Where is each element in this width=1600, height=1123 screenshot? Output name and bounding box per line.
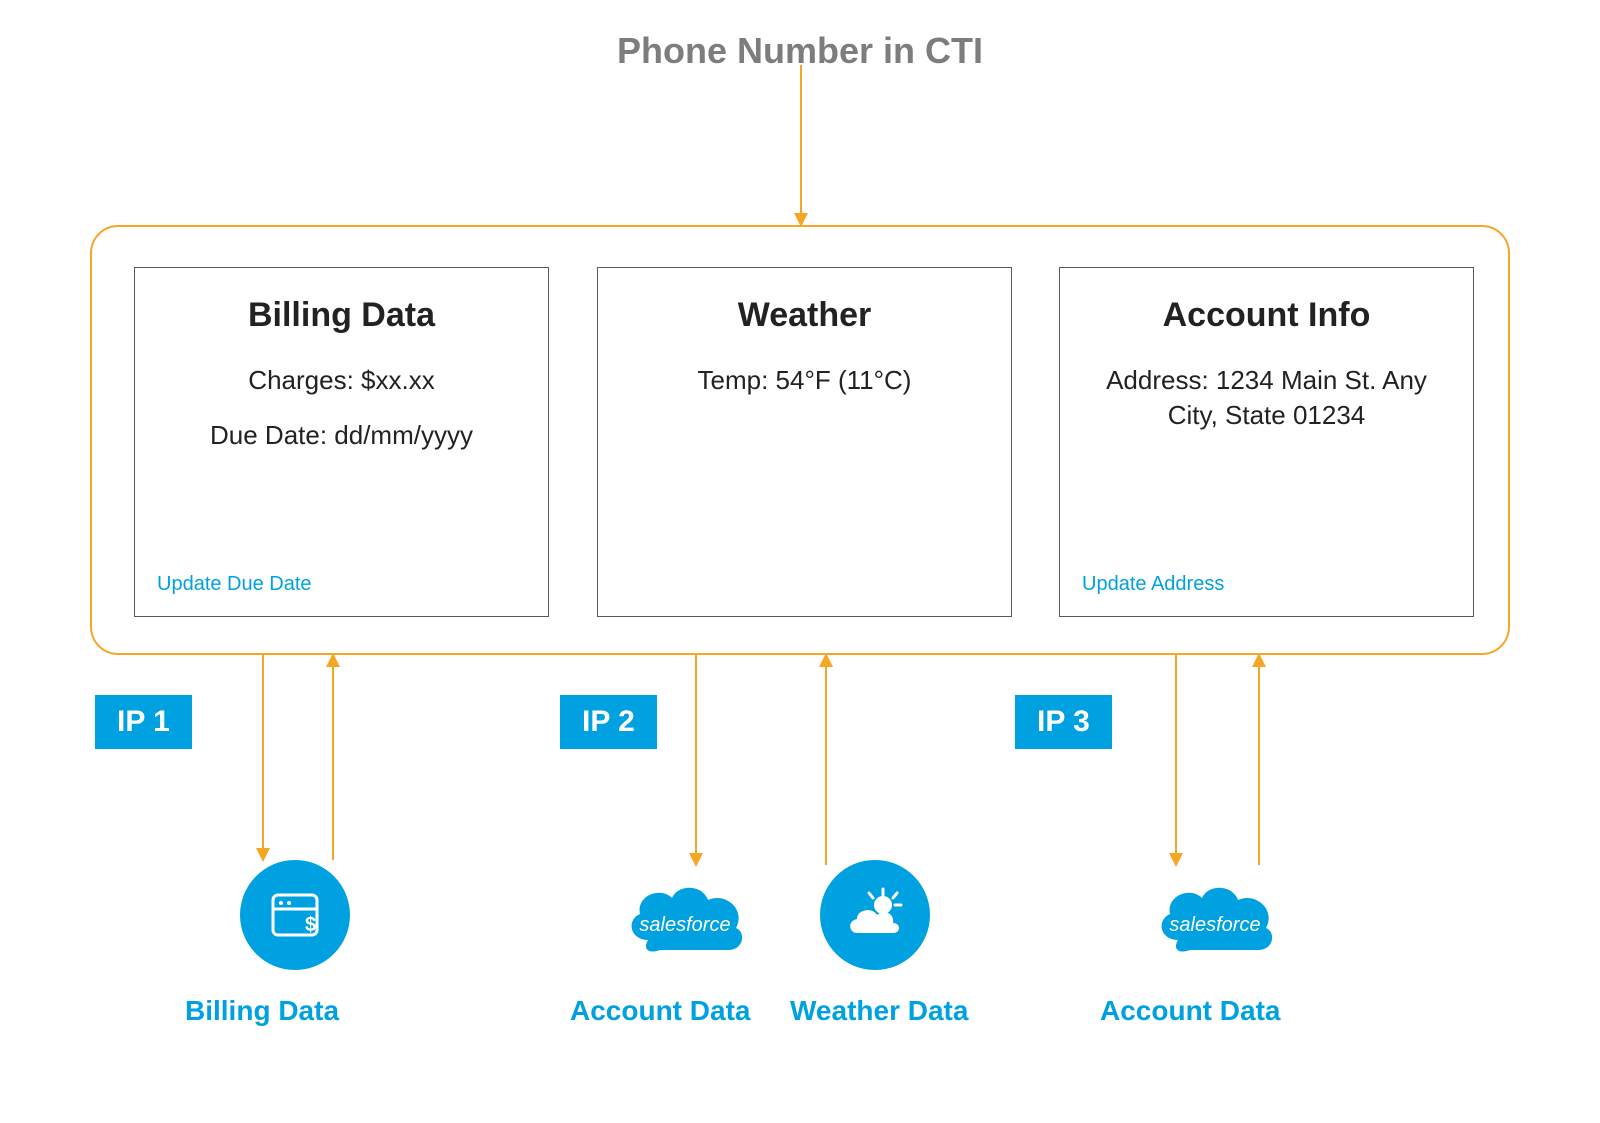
flow-arrow	[695, 655, 697, 865]
update-address-link[interactable]: Update Address	[1082, 573, 1224, 596]
card-line: Address: 1234 Main St. Any City, State 0…	[1082, 363, 1451, 433]
source-label: Account Data	[570, 995, 750, 1027]
source-label: Account Data	[1100, 995, 1280, 1027]
billing-icon: $	[240, 860, 350, 970]
ip-badge-1: IP 1	[95, 695, 192, 749]
card-account: Account Info Address: 1234 Main St. Any …	[1059, 267, 1474, 617]
salesforce-text: salesforce	[1150, 914, 1280, 937]
ip-badge-2: IP 2	[560, 695, 657, 749]
card-line: Charges: $xx.xx	[157, 363, 526, 398]
card-title: Account Info	[1082, 296, 1451, 335]
cards-container: Billing Data Charges: $xx.xx Due Date: d…	[90, 225, 1510, 655]
flow-arrow	[1175, 655, 1177, 865]
salesforce-icon: salesforce	[1150, 870, 1280, 962]
card-line: Temp: 54°F (11°C)	[620, 363, 989, 398]
card-title: Billing Data	[157, 296, 526, 335]
flow-arrow	[800, 65, 802, 225]
weather-icon	[820, 860, 930, 970]
card-title: Weather	[620, 296, 989, 335]
svg-text:$: $	[305, 914, 316, 936]
flow-arrow	[825, 655, 827, 865]
ip-badge-3: IP 3	[1015, 695, 1112, 749]
card-weather: Weather Temp: 54°F (11°C)	[597, 267, 1012, 617]
salesforce-icon: salesforce	[620, 870, 750, 962]
source-label: Billing Data	[185, 995, 339, 1027]
update-due-date-link[interactable]: Update Due Date	[157, 573, 312, 596]
source-label: Weather Data	[790, 995, 968, 1027]
card-line: Due Date: dd/mm/yyyy	[157, 418, 526, 453]
flow-arrow	[262, 655, 264, 860]
salesforce-text: salesforce	[620, 914, 750, 937]
flow-arrow	[332, 655, 334, 860]
flow-arrow	[1258, 655, 1260, 865]
card-billing: Billing Data Charges: $xx.xx Due Date: d…	[134, 267, 549, 617]
